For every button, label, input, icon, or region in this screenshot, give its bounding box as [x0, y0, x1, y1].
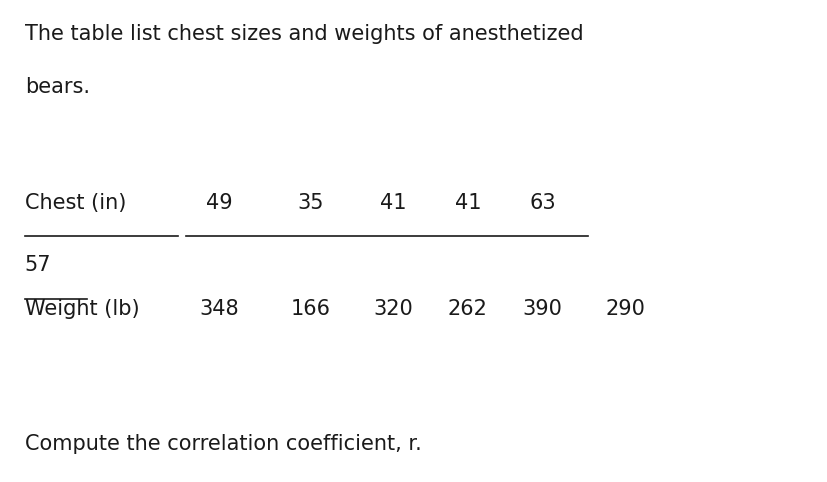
Text: bears.: bears. — [25, 77, 90, 97]
Text: 41: 41 — [380, 193, 406, 213]
Text: Compute the correlation coefficient, r.: Compute the correlation coefficient, r. — [25, 434, 421, 454]
Text: 49: 49 — [206, 193, 232, 213]
Text: 320: 320 — [373, 299, 413, 319]
Text: 262: 262 — [447, 299, 487, 319]
Text: 166: 166 — [290, 299, 330, 319]
Text: 63: 63 — [528, 193, 555, 213]
Text: The table list chest sizes and weights of anesthetized: The table list chest sizes and weights o… — [25, 24, 583, 44]
Text: 348: 348 — [199, 299, 239, 319]
Text: Weight (lb): Weight (lb) — [25, 299, 139, 319]
Text: 35: 35 — [297, 193, 323, 213]
Text: 57: 57 — [25, 255, 51, 275]
Text: 390: 390 — [522, 299, 562, 319]
Text: 290: 290 — [605, 299, 644, 319]
Text: Chest (in): Chest (in) — [25, 193, 126, 213]
Text: 41: 41 — [454, 193, 480, 213]
